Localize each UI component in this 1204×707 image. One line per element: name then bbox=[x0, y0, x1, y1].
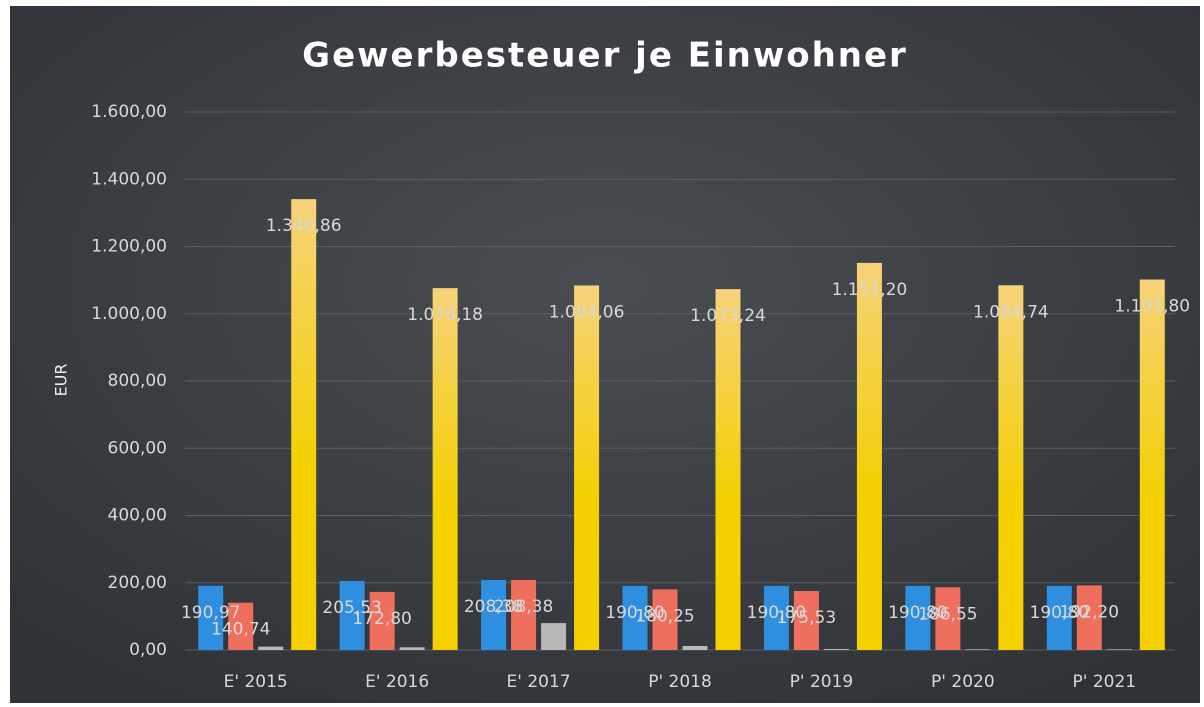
bar bbox=[432, 288, 458, 650]
bar bbox=[823, 648, 849, 650]
y-tick-label: 400,00 bbox=[108, 506, 167, 526]
bar bbox=[793, 590, 819, 650]
bar bbox=[511, 579, 537, 650]
data-label: 1.084,74 bbox=[973, 302, 1049, 322]
data-label: 192,20 bbox=[1060, 602, 1119, 622]
bar bbox=[763, 585, 789, 650]
data-label: 190,80 bbox=[1030, 603, 1089, 623]
bar bbox=[228, 602, 254, 650]
data-label: 1.151,20 bbox=[832, 280, 908, 300]
bar bbox=[291, 199, 317, 651]
bar bbox=[1046, 585, 1072, 650]
bar bbox=[682, 645, 708, 650]
data-label: 140,74 bbox=[211, 620, 270, 640]
data-label: 175,53 bbox=[777, 608, 836, 628]
bar bbox=[905, 585, 931, 650]
bar bbox=[856, 262, 882, 650]
bar bbox=[399, 647, 425, 650]
bar bbox=[369, 591, 395, 650]
data-label: 186,55 bbox=[918, 604, 977, 624]
y-tick-label: 800,00 bbox=[108, 371, 167, 391]
x-tick-label: P' 2021 bbox=[1072, 672, 1136, 692]
y-axis-label: EUR bbox=[52, 364, 71, 397]
y-tick-label: 1.200,00 bbox=[91, 237, 167, 257]
bar bbox=[935, 587, 961, 650]
data-label: 180,25 bbox=[635, 606, 694, 626]
bar bbox=[339, 580, 365, 650]
bar bbox=[965, 649, 991, 650]
bar bbox=[715, 289, 741, 650]
data-label: 208,38 bbox=[464, 597, 523, 617]
data-label: 190,80 bbox=[605, 603, 664, 623]
data-label: 190,97 bbox=[181, 603, 240, 623]
bar bbox=[574, 285, 600, 650]
x-tick-label: P' 2018 bbox=[648, 672, 712, 692]
bar bbox=[258, 646, 284, 650]
data-label: 1.076,18 bbox=[407, 305, 483, 325]
data-label: 190,80 bbox=[888, 603, 947, 623]
bar bbox=[1076, 585, 1102, 650]
y-tick-label: 1.600,00 bbox=[91, 102, 167, 122]
x-tick-label: E' 2016 bbox=[365, 672, 429, 692]
y-tick-label: 200,00 bbox=[108, 573, 167, 593]
bar bbox=[541, 623, 567, 650]
data-label: 1.340,86 bbox=[266, 216, 342, 236]
bar bbox=[998, 285, 1024, 650]
data-label: 1.101,80 bbox=[1114, 297, 1190, 317]
bar bbox=[1139, 279, 1165, 650]
y-tick-label: 1.400,00 bbox=[91, 169, 167, 189]
data-label: 190,80 bbox=[747, 603, 806, 623]
y-tick-label: 600,00 bbox=[108, 438, 167, 458]
chart-title: Gewerbesteuer je Einwohner bbox=[302, 36, 908, 76]
bar bbox=[622, 585, 648, 650]
data-label: 1.073,24 bbox=[690, 306, 766, 326]
x-tick-label: E' 2015 bbox=[224, 672, 288, 692]
x-tick-label: P' 2020 bbox=[931, 672, 995, 692]
data-label: 205,53 bbox=[322, 598, 381, 618]
data-label: 208,38 bbox=[494, 597, 553, 617]
data-label: 1.084,06 bbox=[549, 302, 625, 322]
y-tick-label: 0,00 bbox=[129, 640, 167, 660]
bar bbox=[652, 589, 678, 650]
x-tick-label: E' 2017 bbox=[507, 672, 571, 692]
bar bbox=[1106, 649, 1132, 650]
y-tick-label: 1.000,00 bbox=[91, 304, 167, 324]
data-label: 172,80 bbox=[352, 609, 411, 629]
bar bbox=[481, 579, 507, 650]
x-tick-label: P' 2019 bbox=[790, 672, 854, 692]
bar bbox=[198, 585, 224, 650]
